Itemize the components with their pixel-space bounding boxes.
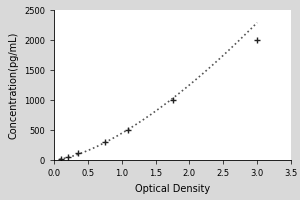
Y-axis label: Concentration(pg/mL): Concentration(pg/mL): [8, 31, 18, 139]
X-axis label: Optical Density: Optical Density: [135, 184, 210, 194]
